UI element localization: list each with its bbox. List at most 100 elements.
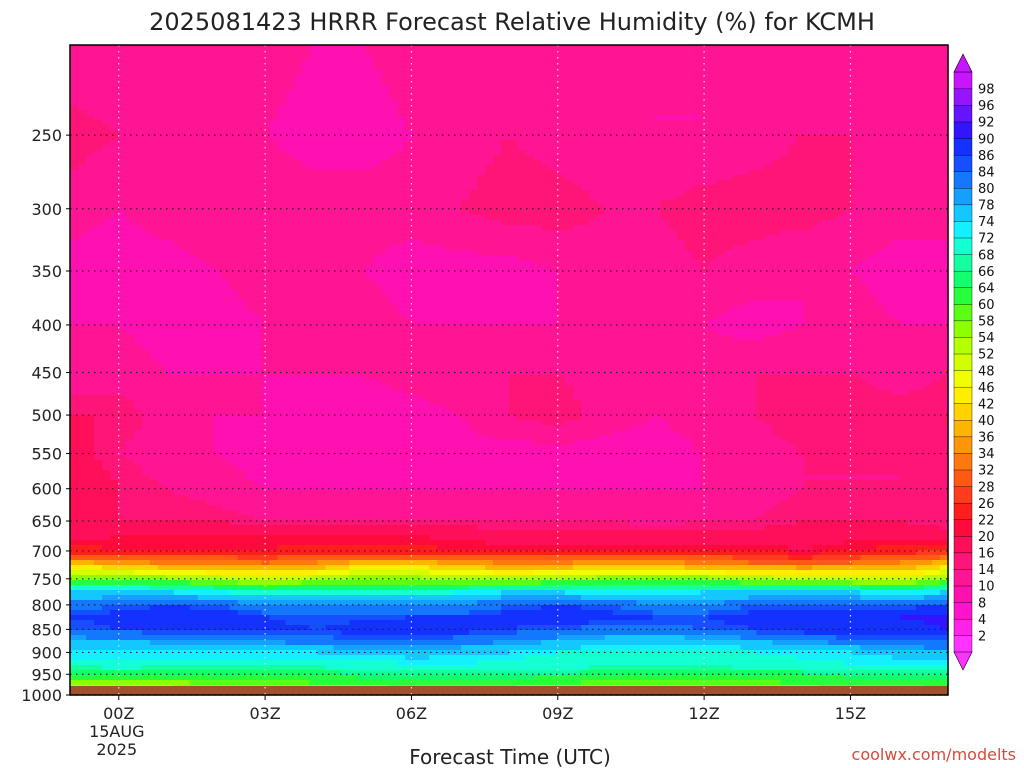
- heatmap-cell: [780, 245, 789, 251]
- heatmap-cell: [556, 130, 566, 136]
- heatmap-cell: [485, 190, 494, 196]
- heatmap-cell: [325, 65, 334, 71]
- heatmap-cell: [548, 265, 558, 271]
- heatmap-cell: [940, 170, 949, 176]
- heatmap-cell: [588, 110, 598, 116]
- heatmap-cell: [636, 150, 646, 156]
- heatmap-cell: [229, 110, 239, 116]
- heatmap-cell: [580, 155, 590, 161]
- heatmap-cell: [620, 265, 630, 271]
- heatmap-cell: [628, 70, 638, 76]
- heatmap-cell: [892, 165, 901, 171]
- heatmap-cell: [828, 150, 837, 156]
- heatmap-cell: [341, 150, 350, 156]
- heatmap-cell: [509, 145, 518, 151]
- heatmap-cell: [804, 145, 813, 151]
- heatmap-cell: [572, 240, 582, 246]
- heatmap-cell: [229, 75, 239, 81]
- heatmap-cell: [836, 85, 845, 91]
- heatmap-cell: [716, 185, 726, 191]
- heatmap-cell: [285, 235, 295, 241]
- heatmap-cell: [732, 135, 742, 141]
- heatmap-cell: [708, 45, 718, 51]
- heatmap-cell: [269, 255, 279, 261]
- heatmap-cell: [221, 140, 231, 146]
- heatmap-cell: [285, 65, 295, 71]
- heatmap-cell: [788, 50, 797, 56]
- heatmap-cell: [237, 100, 247, 106]
- heatmap-cell: [524, 120, 534, 126]
- heatmap-cell: [812, 215, 821, 221]
- heatmap-cell: [221, 260, 231, 266]
- heatmap-cell: [564, 50, 574, 56]
- heatmap-cell: [924, 250, 933, 256]
- heatmap-cell: [461, 250, 470, 256]
- heatmap-cell: [325, 115, 334, 121]
- heatmap-cell: [93, 245, 103, 251]
- heatmap-cell: [117, 220, 127, 226]
- heatmap-cell: [644, 195, 654, 201]
- heatmap-cell: [652, 145, 662, 151]
- heatmap-cell: [413, 100, 422, 106]
- heatmap-cell: [636, 155, 646, 161]
- heatmap-cell: [269, 115, 279, 121]
- heatmap-cell: [261, 195, 271, 201]
- heatmap-cell: [141, 205, 151, 211]
- heatmap-cell: [868, 65, 877, 71]
- heatmap-cell: [357, 50, 366, 56]
- heatmap-cell: [740, 185, 750, 191]
- heatmap-cell: [724, 85, 734, 91]
- heatmap-cell: [269, 225, 279, 231]
- heatmap-cell: [485, 205, 494, 211]
- heatmap-cell: [509, 165, 518, 171]
- heatmap-cell: [788, 110, 797, 116]
- heatmap-cell: [540, 205, 550, 211]
- heatmap-cell: [125, 100, 135, 106]
- heatmap-cell: [692, 200, 702, 206]
- heatmap-cell: [101, 55, 111, 61]
- heatmap-cell: [445, 45, 454, 51]
- heatmap-cell: [540, 120, 550, 126]
- heatmap-cell: [421, 110, 430, 116]
- heatmap-cell: [580, 255, 590, 261]
- heatmap-cell: [77, 255, 87, 261]
- heatmap-cell: [333, 80, 342, 86]
- heatmap-cell: [325, 55, 334, 61]
- heatmap-cell: [173, 255, 183, 261]
- heatmap-cell: [764, 120, 773, 126]
- heatmap-cell: [588, 145, 598, 151]
- heatmap-cell: [876, 135, 885, 141]
- heatmap-cell: [908, 135, 917, 141]
- heatmap-cell: [732, 260, 742, 266]
- heatmap-cell: [429, 50, 438, 56]
- heatmap-cell: [165, 190, 175, 196]
- heatmap-cell: [652, 175, 662, 181]
- heatmap-cell: [173, 215, 183, 221]
- heatmap-cell: [612, 220, 622, 226]
- heatmap-cell: [293, 75, 303, 81]
- heatmap-cell: [213, 180, 223, 186]
- heatmap-cell: [317, 230, 327, 236]
- heatmap-cell: [780, 70, 789, 76]
- heatmap-cell: [844, 145, 853, 151]
- heatmap-cell: [876, 240, 885, 246]
- heatmap-cell: [628, 60, 638, 66]
- heatmap-cell: [285, 60, 295, 66]
- heatmap-cell: [732, 205, 742, 211]
- heatmap-cell: [445, 230, 454, 236]
- heatmap-cell: [421, 125, 430, 131]
- heatmap-cell: [620, 90, 630, 96]
- heatmap-cell: [588, 135, 598, 141]
- heatmap-cell: [796, 250, 805, 256]
- heatmap-cell: [596, 45, 606, 51]
- heatmap-cell: [748, 70, 758, 76]
- heatmap-cell: [509, 120, 518, 126]
- heatmap-cell: [77, 265, 87, 271]
- heatmap-cell: [524, 75, 534, 81]
- heatmap-cell: [700, 205, 710, 211]
- heatmap-cell: [309, 105, 319, 111]
- heatmap-cell: [381, 65, 390, 71]
- heatmap-cell: [165, 95, 175, 101]
- heatmap-cell: [253, 95, 263, 101]
- heatmap-cell: [588, 240, 598, 246]
